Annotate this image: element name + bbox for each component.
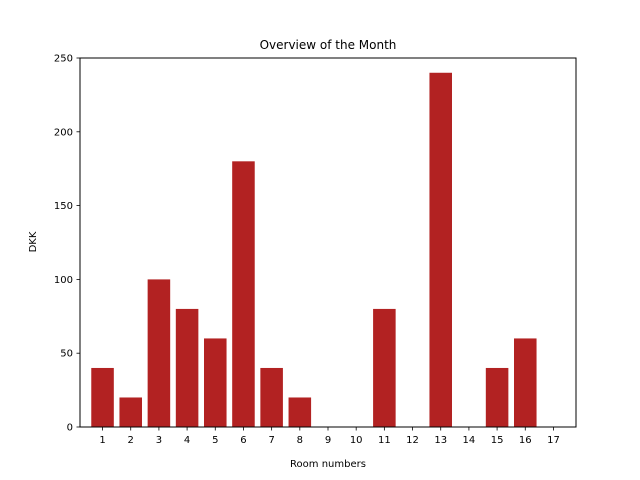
y-tick-label: 100 — [54, 275, 73, 286]
y-axis-label: DKK — [28, 231, 39, 252]
bar-room-6 — [232, 161, 255, 427]
bar-room-8 — [288, 397, 312, 427]
bar-room-4 — [175, 308, 199, 427]
bar-room-7 — [260, 367, 283, 427]
y-tick-label: 150 — [54, 201, 73, 212]
bar-room-16 — [514, 338, 537, 427]
x-tick-label: 12 — [406, 435, 419, 446]
y-tick-label: 50 — [60, 349, 73, 360]
x-tick-label: 2 — [128, 435, 134, 446]
x-tick-label: 4 — [184, 435, 190, 446]
x-tick-label: 6 — [240, 435, 246, 446]
y-axis-ticks: 0 50 100 150 200 250 — [54, 54, 80, 434]
x-tick-label: 5 — [212, 435, 218, 446]
bar-room-3 — [147, 279, 171, 427]
bar-room-11 — [373, 308, 396, 427]
x-tick-label: 7 — [268, 435, 274, 446]
y-tick-label: 250 — [54, 54, 73, 65]
x-axis-ticks: 1 2 3 4 5 6 7 8 9 10 11 12 13 14 15 16 17 — [99, 427, 560, 446]
x-tick-label: 15 — [491, 435, 504, 446]
bar-room-5 — [204, 338, 227, 427]
bars-layer — [91, 72, 537, 427]
x-tick-label: 3 — [156, 435, 162, 446]
plot-frame — [79, 57, 577, 428]
x-tick-label: 10 — [350, 435, 363, 446]
bar-room-2 — [119, 397, 142, 427]
x-tick-label: 8 — [297, 435, 303, 446]
bar-room-13 — [429, 72, 452, 427]
x-tick-label: 1 — [99, 435, 105, 446]
y-tick-label: 200 — [54, 127, 73, 138]
chart-title: Overview of the Month — [260, 38, 397, 52]
bar-room-1 — [91, 367, 114, 427]
x-tick-label: 16 — [519, 435, 532, 446]
x-tick-label: 17 — [547, 435, 560, 446]
bar-room-15 — [485, 367, 509, 427]
x-tick-label: 13 — [434, 435, 447, 446]
y-tick-label: 0 — [67, 423, 73, 434]
x-tick-label: 14 — [463, 435, 476, 446]
x-tick-label: 9 — [325, 435, 331, 446]
x-axis-label: Room numbers — [290, 459, 366, 470]
x-tick-label: 11 — [378, 435, 391, 446]
